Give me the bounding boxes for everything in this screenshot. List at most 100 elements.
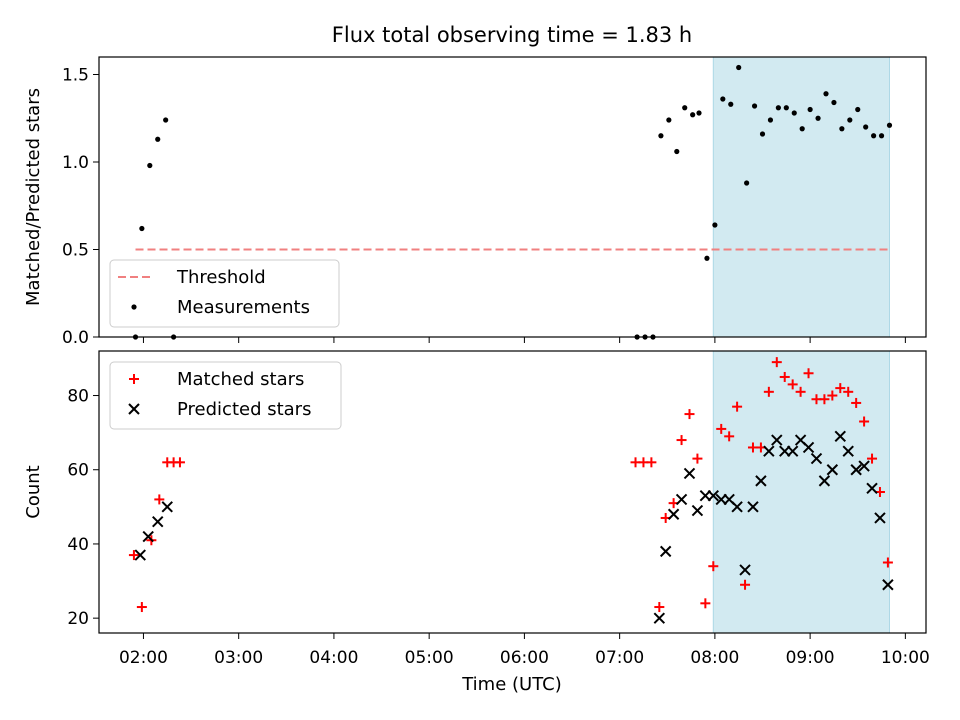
data-point xyxy=(763,386,774,397)
data-point xyxy=(831,99,837,106)
data-point-b xyxy=(142,530,154,543)
data-point xyxy=(847,117,853,123)
axes-frame xyxy=(98,350,927,634)
data-point xyxy=(739,564,751,576)
data-point xyxy=(163,117,169,123)
data-point xyxy=(819,394,830,405)
data-point xyxy=(843,386,854,397)
data-point xyxy=(690,112,696,118)
data-point xyxy=(771,357,782,368)
data-point xyxy=(850,464,862,476)
y-tick-label: 1.0 xyxy=(62,153,89,173)
data-point xyxy=(675,493,688,506)
legend: Threshold Measurements xyxy=(109,259,340,328)
y-tick-label: 0.0 xyxy=(62,328,89,348)
data-point-b xyxy=(152,515,164,528)
legend-box xyxy=(109,361,342,430)
data-point xyxy=(886,122,893,128)
data-point xyxy=(815,115,821,121)
data-point xyxy=(728,101,734,107)
data-point xyxy=(871,133,877,139)
data-point xyxy=(136,602,147,613)
data-point xyxy=(882,579,894,591)
data-point xyxy=(174,457,185,468)
data-point xyxy=(152,515,164,528)
data-point-b xyxy=(882,579,894,591)
series-matched-stars xyxy=(128,357,893,613)
data-point xyxy=(683,467,696,480)
data-point xyxy=(666,117,672,123)
legend-marker xyxy=(131,304,137,310)
data-point xyxy=(731,501,743,513)
data-point xyxy=(161,501,173,513)
y-tick-label: 1.5 xyxy=(62,66,89,86)
x-tick-label: 08:00 xyxy=(690,648,739,668)
data-point xyxy=(691,504,704,517)
data-point xyxy=(882,557,893,568)
data-point xyxy=(139,225,145,232)
data-point xyxy=(674,148,680,155)
data-point-b xyxy=(683,467,696,480)
data-point xyxy=(795,386,806,397)
data-point xyxy=(755,475,767,487)
data-point xyxy=(826,464,839,476)
data-point xyxy=(791,110,797,116)
data-point xyxy=(874,512,886,524)
series-measurements xyxy=(132,64,893,340)
y-tick-label: 20 xyxy=(67,609,89,629)
data-point xyxy=(700,598,711,609)
data-point-b xyxy=(691,504,704,517)
data-point xyxy=(851,397,862,408)
data-point-b xyxy=(659,545,672,558)
series-predicted-stars xyxy=(134,430,894,624)
data-point xyxy=(154,494,165,505)
data-point-b xyxy=(786,445,799,457)
count-panel: 02:00 03:00 04:00 05:00 06:00 07:00 08:00 09:00… xyxy=(23,350,930,668)
data-point xyxy=(835,383,846,394)
x-tick-label: 03:00 xyxy=(214,648,263,668)
data-point xyxy=(653,612,666,624)
data-point xyxy=(866,482,878,494)
x-axis-label: Time (UTC) xyxy=(461,674,562,695)
data-point xyxy=(716,423,727,434)
data-point xyxy=(783,105,789,111)
y-tick-label: 0.5 xyxy=(62,241,89,261)
data-point xyxy=(732,401,743,412)
legend-label: Threshold xyxy=(176,267,266,288)
observing-window-span xyxy=(712,350,890,634)
data-point xyxy=(684,409,695,420)
data-point xyxy=(855,106,861,113)
data-point xyxy=(659,545,672,558)
data-point xyxy=(823,91,829,97)
data-point-b xyxy=(794,434,807,446)
y-axis-label: Count xyxy=(23,465,44,518)
data-point-b xyxy=(810,452,823,465)
observing-window-span xyxy=(712,56,890,338)
data-point xyxy=(818,475,831,487)
data-point xyxy=(842,445,854,457)
x-tick-label: 09:00 xyxy=(786,648,835,668)
data-point xyxy=(863,124,869,130)
data-point-b xyxy=(653,612,666,624)
data-point xyxy=(878,133,885,139)
y-axis-label: Matched/Predicted stars xyxy=(23,88,44,306)
data-point xyxy=(767,117,774,123)
x-tick-label: 04:00 xyxy=(309,648,358,668)
data-point xyxy=(740,579,751,590)
data-point xyxy=(827,390,838,401)
data-point-b xyxy=(826,464,839,476)
data-point xyxy=(155,136,161,142)
data-point xyxy=(658,133,664,139)
y-tick-label: 40 xyxy=(67,535,89,555)
data-point xyxy=(708,561,719,572)
data-point xyxy=(858,460,870,472)
figure-title: Flux total observing time = 1.83 h xyxy=(332,23,692,47)
data-point-b xyxy=(842,445,854,457)
legend-label: Measurements xyxy=(177,297,310,318)
data-point xyxy=(786,445,799,457)
data-point xyxy=(834,430,846,443)
x-tick-label: 07:00 xyxy=(595,648,644,668)
data-point xyxy=(682,105,688,111)
data-point xyxy=(839,126,845,132)
y-tick-label: 60 xyxy=(67,461,89,481)
